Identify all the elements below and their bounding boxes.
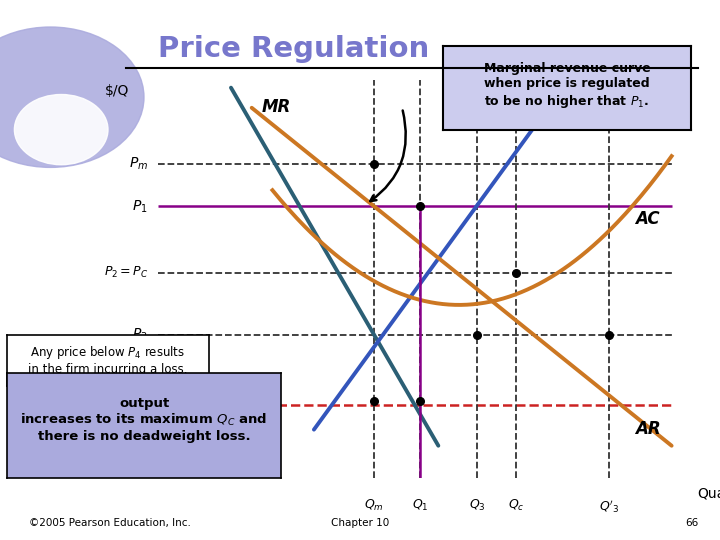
Text: $Q_c$: $Q_c$ [508,498,524,513]
Text: $Q_m$: $Q_m$ [364,498,384,513]
Text: Price Regulation: Price Regulation [158,35,430,63]
Text: ©2005 Pearson Education, Inc.: ©2005 Pearson Education, Inc. [29,518,191,528]
Text: MR: MR [262,98,292,116]
Text: $P_1$: $P_1$ [132,198,148,214]
Text: $/Q: $/Q [104,84,129,98]
Text: AR: AR [635,420,661,437]
Text: $Q_3$: $Q_3$ [469,498,485,513]
Text: Chapter 10: Chapter 10 [331,518,389,528]
Text: $P_m$: $P_m$ [129,156,148,172]
Text: output
increases to its maximum $Q_C$ and
there is no deadweight loss.: output increases to its maximum $Q_C$ an… [20,397,268,443]
Text: $Q'_3$: $Q'_3$ [599,498,620,515]
Text: AC: AC [635,211,660,228]
Text: Marginal revenue curve
when price is regulated
to be no higher that $P_1$.: Marginal revenue curve when price is reg… [484,63,650,110]
Text: Quantity: Quantity [698,487,720,501]
Text: $Q_1$: $Q_1$ [412,498,428,513]
Text: $P_3$: $P_3$ [132,327,148,343]
Text: $P_4$: $P_4$ [132,397,148,414]
Text: 66: 66 [685,518,698,528]
Text: MC: MC [505,102,534,120]
Text: Any price below $P_4$ results
in the firm incurring a loss.: Any price below $P_4$ results in the fir… [28,345,188,376]
Text: $P_2 = P_C$: $P_2 = P_C$ [104,265,148,280]
